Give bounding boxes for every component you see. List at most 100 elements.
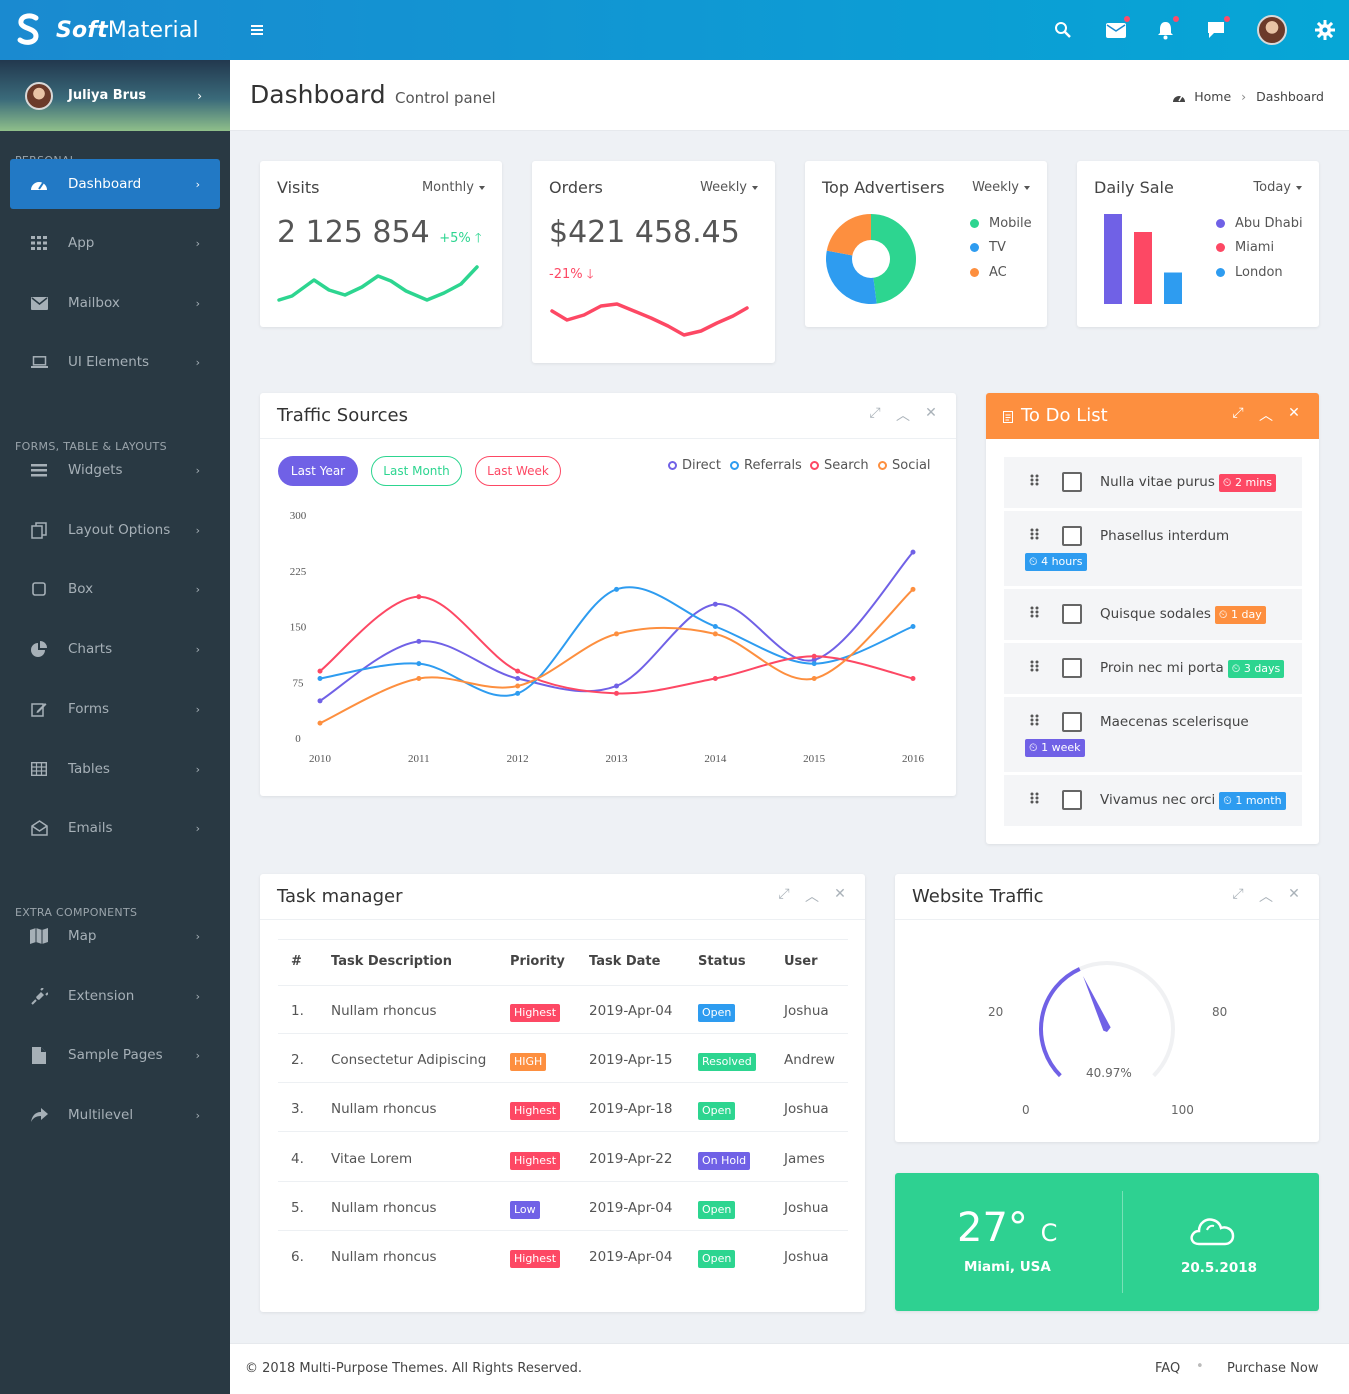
todo-checkbox[interactable] bbox=[1062, 604, 1082, 624]
collapse-icon[interactable]: ︿ bbox=[805, 889, 819, 905]
data-point-search[interactable] bbox=[416, 594, 422, 600]
data-point-direct[interactable] bbox=[416, 638, 422, 644]
last-week-button[interactable]: Last Week bbox=[475, 456, 561, 486]
last-year-button[interactable]: Last Year bbox=[278, 456, 358, 486]
sidebar-item-forms[interactable]: Forms › bbox=[10, 684, 220, 734]
chat-icon[interactable] bbox=[1204, 16, 1230, 42]
visits-period-dropdown[interactable]: Monthly bbox=[422, 180, 485, 195]
close-icon[interactable]: ✕ bbox=[1288, 405, 1300, 421]
data-point-search[interactable] bbox=[910, 676, 916, 682]
drag-handle-icon[interactable] bbox=[1030, 711, 1040, 730]
expand-icon[interactable]: ⤢ bbox=[869, 405, 881, 421]
data-point-referrals[interactable] bbox=[416, 661, 422, 667]
todo-checkbox[interactable] bbox=[1062, 526, 1082, 546]
table-row[interactable]: 6. Nullam rhoncus Highest 2019-Apr-04 Op… bbox=[260, 1249, 865, 1269]
data-point-direct[interactable] bbox=[910, 549, 916, 555]
sidebar-item-widgets[interactable]: Widgets › bbox=[10, 445, 220, 495]
todo-item[interactable]: Maecenas scelerisque ⏲ 1 week bbox=[1004, 697, 1302, 772]
data-point-referrals[interactable] bbox=[811, 661, 817, 667]
table-row[interactable]: 3. Nullam rhoncus Highest 2019-Apr-18 Op… bbox=[260, 1101, 865, 1121]
sidebar-item-ui-elements[interactable]: UI Elements › bbox=[10, 337, 220, 387]
footer-faq-link[interactable]: FAQ bbox=[1155, 1361, 1181, 1376]
column-header[interactable]: Priority bbox=[510, 954, 565, 969]
data-point-referrals[interactable] bbox=[910, 624, 916, 629]
sidebar-item-dashboard[interactable]: Dashboard › bbox=[10, 159, 220, 209]
data-point-social[interactable] bbox=[317, 720, 323, 726]
expand-icon[interactable]: ⤢ bbox=[1232, 886, 1244, 902]
breadcrumb-home[interactable]: Home bbox=[1194, 89, 1232, 104]
todo-checkbox[interactable] bbox=[1062, 472, 1082, 492]
column-header[interactable]: Task Description bbox=[331, 954, 452, 969]
sidebar-item-layout-options[interactable]: Layout Options › bbox=[10, 505, 220, 555]
todo-item[interactable]: Vivamus nec orci ⏲ 1 month bbox=[1004, 775, 1302, 826]
column-header[interactable]: # bbox=[291, 954, 302, 969]
gear-icon[interactable] bbox=[1313, 18, 1337, 42]
close-icon[interactable]: ✕ bbox=[925, 405, 937, 421]
collapse-icon[interactable]: ︿ bbox=[1259, 889, 1273, 905]
close-icon[interactable]: ✕ bbox=[1288, 886, 1300, 902]
table-row[interactable]: 2. Consectetur Adipiscing HIGH 2019-Apr-… bbox=[260, 1052, 865, 1072]
todo-item[interactable]: Quisque sodales ⏲ 1 day bbox=[1004, 589, 1302, 640]
todo-checkbox[interactable] bbox=[1062, 712, 1082, 732]
data-point-search[interactable] bbox=[811, 653, 817, 659]
sidebar-item-charts[interactable]: Charts › bbox=[10, 624, 220, 674]
data-point-search[interactable] bbox=[317, 668, 323, 674]
data-point-referrals[interactable] bbox=[515, 690, 521, 696]
menu-icon[interactable] bbox=[245, 18, 269, 42]
sidebar-item-app[interactable]: App › bbox=[10, 218, 220, 268]
advertisers-period-dropdown[interactable]: Weekly bbox=[972, 180, 1030, 195]
data-point-social[interactable] bbox=[811, 676, 817, 682]
orders-period-dropdown[interactable]: Weekly bbox=[700, 180, 758, 195]
drag-handle-icon[interactable] bbox=[1030, 789, 1040, 808]
column-header[interactable]: Task Date bbox=[589, 954, 661, 969]
sidebar-item-box[interactable]: Box › bbox=[10, 564, 220, 614]
table-row[interactable]: 1. Nullam rhoncus Highest 2019-Apr-04 Op… bbox=[260, 1003, 865, 1023]
data-point-social[interactable] bbox=[614, 631, 619, 637]
drag-handle-icon[interactable] bbox=[1030, 525, 1040, 544]
last-month-button[interactable]: Last Month bbox=[371, 456, 462, 486]
column-header[interactable]: Status bbox=[698, 954, 746, 969]
data-point-direct[interactable] bbox=[811, 657, 817, 663]
data-point-direct[interactable] bbox=[515, 676, 521, 682]
search-icon[interactable] bbox=[1051, 18, 1075, 42]
todo-item[interactable]: Proin nec mi porta ⏲ 3 days bbox=[1004, 643, 1302, 694]
table-row[interactable]: 5. Nullam rhoncus Low 2019-Apr-04 Open J… bbox=[260, 1200, 865, 1220]
sidebar-item-multilevel[interactable]: Multilevel › bbox=[10, 1090, 220, 1140]
mail-icon[interactable] bbox=[1104, 16, 1130, 42]
column-header[interactable]: User bbox=[784, 954, 818, 969]
data-point-referrals[interactable] bbox=[712, 624, 718, 629]
collapse-icon[interactable]: ︿ bbox=[896, 408, 910, 424]
footer-purchase-link[interactable]: Purchase Now bbox=[1227, 1361, 1319, 1376]
drag-handle-icon[interactable] bbox=[1030, 471, 1040, 490]
table-row[interactable]: 4. Vitae Lorem Highest 2019-Apr-22 On Ho… bbox=[260, 1151, 865, 1171]
sidebar-item-sample-pages[interactable]: Sample Pages › bbox=[10, 1030, 220, 1080]
data-point-social[interactable] bbox=[712, 631, 718, 637]
collapse-icon[interactable]: ︿ bbox=[1259, 408, 1273, 424]
daily-sale-period-dropdown[interactable]: Today bbox=[1253, 180, 1302, 195]
data-point-social[interactable] bbox=[910, 586, 916, 592]
logo[interactable]: SoftMaterial bbox=[0, 0, 230, 60]
data-point-search[interactable] bbox=[515, 668, 521, 674]
sidebar-item-emails[interactable]: Emails › bbox=[10, 803, 220, 853]
expand-icon[interactable]: ⤢ bbox=[1232, 405, 1244, 421]
data-point-direct[interactable] bbox=[614, 683, 619, 689]
expand-icon[interactable]: ⤢ bbox=[778, 886, 790, 902]
close-icon[interactable]: ✕ bbox=[834, 886, 846, 902]
todo-checkbox[interactable] bbox=[1062, 658, 1082, 678]
todo-item[interactable]: Nulla vitae purus ⏲ 2 mins bbox=[1004, 457, 1302, 508]
bell-icon[interactable] bbox=[1153, 16, 1179, 42]
sidebar-item-tables[interactable]: Tables › bbox=[10, 744, 220, 794]
drag-handle-icon[interactable] bbox=[1030, 603, 1040, 622]
sidebar-item-extension[interactable]: Extension › bbox=[10, 971, 220, 1021]
data-point-social[interactable] bbox=[515, 683, 521, 689]
data-point-search[interactable] bbox=[614, 690, 619, 696]
avatar[interactable] bbox=[1257, 15, 1287, 45]
data-point-direct[interactable] bbox=[712, 601, 718, 607]
sidebar-item-map[interactable]: Map › bbox=[10, 911, 220, 961]
sidebar-item-mailbox[interactable]: Mailbox › bbox=[10, 278, 220, 328]
data-point-referrals[interactable] bbox=[614, 586, 619, 592]
data-point-search[interactable] bbox=[712, 676, 718, 682]
user-panel[interactable]: Juliya Brus › bbox=[0, 60, 230, 131]
data-point-direct[interactable] bbox=[317, 698, 323, 704]
data-point-social[interactable] bbox=[416, 676, 422, 682]
